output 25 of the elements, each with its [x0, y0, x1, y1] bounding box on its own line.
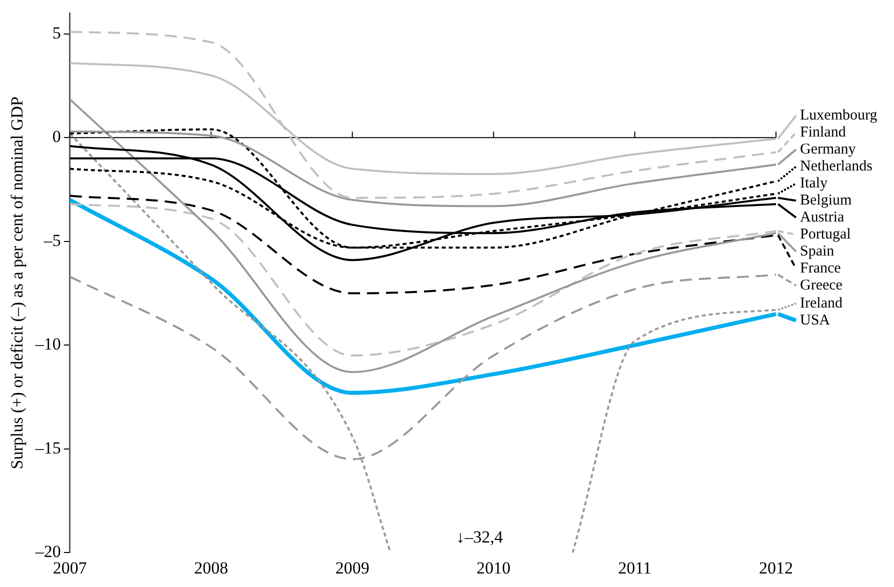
- y-tick-label: –10: [34, 334, 61, 354]
- legend-label: Italy: [800, 176, 828, 192]
- legend-label: Germany: [800, 142, 856, 158]
- x-tick-label: 2010: [476, 558, 511, 578]
- x-tick-label: 2008: [194, 558, 228, 578]
- legend-label: Austria: [800, 210, 844, 226]
- y-tick-label: –5: [42, 230, 61, 250]
- legend-label: Ireland: [800, 295, 843, 312]
- y-tick-label: 0: [52, 127, 61, 146]
- legend-label: Finland: [800, 124, 846, 141]
- legend-label: Belgium: [800, 192, 852, 209]
- y-axis-title: Surplus (+) or deficit (–) as a per cent of nominal GDP: [8, 96, 27, 470]
- legend-label: Portugal: [800, 226, 851, 243]
- series-label: Greece: [800, 278, 843, 294]
- y-tick-label: 5: [52, 23, 61, 42]
- legend-label: Netherlands: [800, 158, 873, 175]
- legend-label: Spain: [800, 244, 835, 260]
- series-label: Luxembourg: [800, 108, 878, 124]
- x-tick-label: 2011: [618, 558, 652, 578]
- text: France: [800, 260, 842, 277]
- x-tick-label: 2012: [759, 558, 793, 578]
- annotation: ↓–32,4: [456, 528, 504, 547]
- x-tick-label: 2009: [335, 558, 370, 578]
- legend-label: USA: [800, 312, 830, 328]
- y-tick-label: –15: [34, 438, 61, 458]
